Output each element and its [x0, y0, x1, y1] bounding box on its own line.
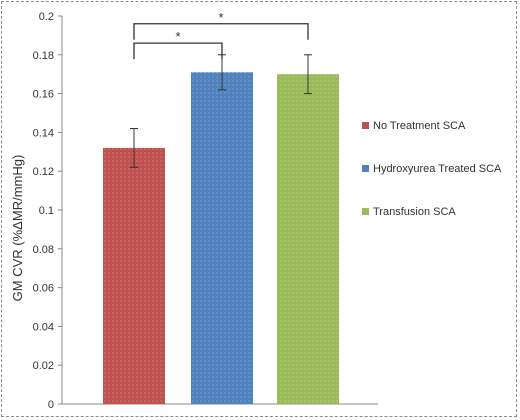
y-tick-label: 0.12 [33, 166, 54, 178]
y-tick-label: 0.14 [33, 127, 54, 139]
significance-star: * [175, 29, 180, 44]
legend-swatch [362, 208, 369, 215]
bar-texture [191, 72, 253, 404]
legend: No Treatment SCA Hydroxyurea Treated SCA T… [362, 120, 502, 218]
y-tick-label: 0.2 [39, 11, 54, 23]
y-tick-label: 0.02 [33, 360, 54, 372]
bar-texture [277, 74, 339, 404]
bar-texture [103, 147, 165, 405]
y-tick-label: 0.04 [33, 321, 54, 333]
y-tick-label: 0.06 [33, 283, 54, 295]
bars [103, 72, 339, 405]
significance-bracket [133, 42, 223, 60]
significance-brackets: ** [133, 10, 309, 60]
legend-label: Transfusion SCA [373, 206, 456, 218]
legend-label: Hydroxyurea Treated SCA [373, 163, 502, 175]
y-tick-label: 0.1 [39, 205, 54, 217]
y-tick-label: 0.18 [33, 50, 54, 62]
legend-label: No Treatment SCA [373, 120, 466, 132]
legend-swatch [362, 122, 369, 129]
y-tick-label: 0.16 [33, 89, 54, 101]
y-axis: 0 0.02 0.04 0.06 0.08 0.1 0.12 0.14 0.16 0.18 0.2 [33, 11, 378, 411]
legend-swatch [362, 165, 369, 172]
y-tick-label: 0.08 [33, 244, 54, 256]
significance-star: * [218, 10, 223, 25]
y-axis-label: GM CVR (%ΔMR/mmHg) [10, 155, 25, 302]
y-tick-label: 0 [48, 399, 54, 411]
significance-bracket [133, 23, 309, 40]
